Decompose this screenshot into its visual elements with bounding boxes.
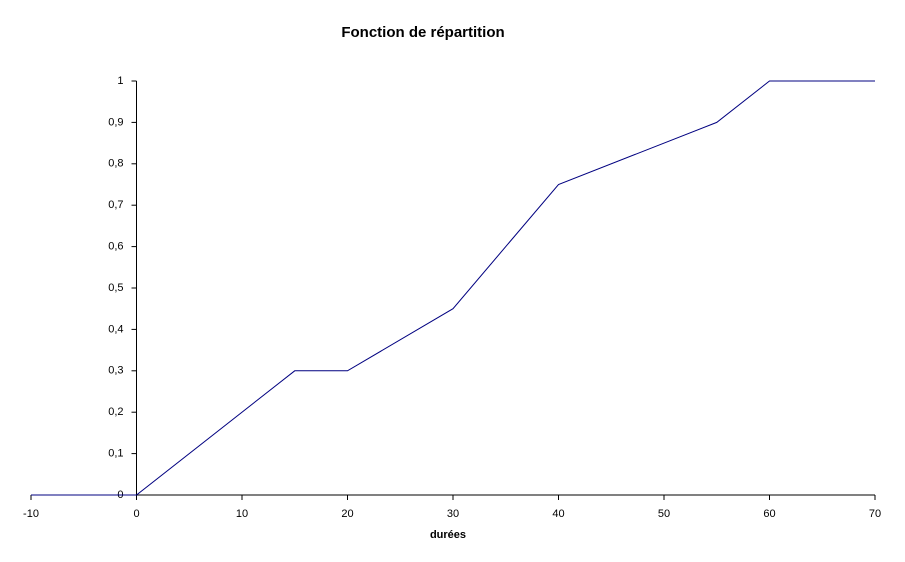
x-tick-label: 50 <box>658 508 670 520</box>
x-tick-label: 60 <box>763 508 775 520</box>
y-tick-label: 0,2 <box>108 406 123 418</box>
x-tick-label: 40 <box>552 508 564 520</box>
y-tick-label: 1 <box>117 75 123 87</box>
x-tick-label: -10 <box>23 508 39 520</box>
y-tick-label: 0,9 <box>108 116 123 128</box>
y-tick-label: 0,1 <box>108 448 123 460</box>
x-axis-label: durées <box>430 529 466 541</box>
y-tick-label: 0,3 <box>108 365 123 377</box>
line <box>31 80 875 496</box>
y-tick-label: 0,8 <box>108 158 123 170</box>
x-tick-label: 20 <box>341 508 353 520</box>
x-tick-label: 70 <box>869 508 881 520</box>
x-tick-label: 10 <box>236 508 248 520</box>
chart-title: Fonction de répartition <box>341 24 504 41</box>
y-tick-label: 0,6 <box>108 241 123 253</box>
y-tick-label: 0,4 <box>108 323 123 335</box>
y-tick-label: 0,5 <box>108 282 123 294</box>
y-tick-label: 0,7 <box>108 199 123 211</box>
x-tick-label: 0 <box>133 508 139 520</box>
x-tick-label: 30 <box>447 508 459 520</box>
